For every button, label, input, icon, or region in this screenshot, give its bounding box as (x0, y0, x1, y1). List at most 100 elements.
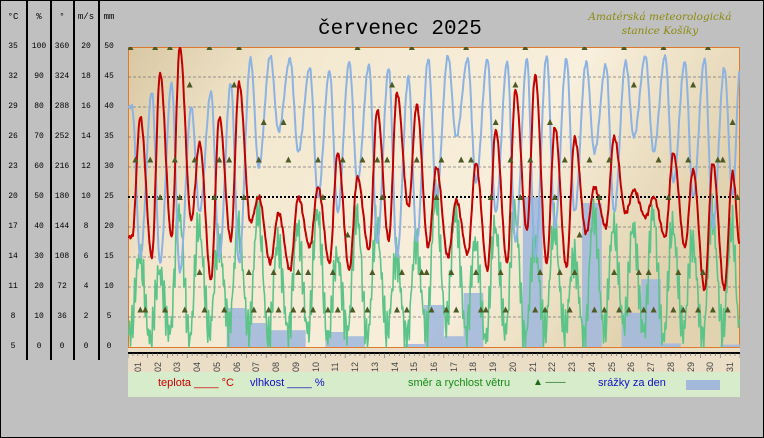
precipitation-bar (720, 344, 740, 347)
axis-tick-label: 23 (8, 162, 18, 171)
wind-direction-marker (596, 194, 603, 200)
wind-direction-marker (665, 194, 672, 200)
wind-direction-marker (334, 306, 341, 313)
axis-tick-label: 0 (106, 342, 112, 351)
wind-direction-marker (695, 306, 702, 313)
axis-tick-label: 10 (81, 192, 91, 201)
wind-direction-marker (704, 47, 711, 50)
wind-direction-marker (359, 156, 366, 163)
wind-direction-marker (255, 156, 262, 163)
wind-direction-marker (621, 47, 628, 50)
axis-unit: m/s (77, 12, 95, 22)
wind-direction-marker (176, 194, 183, 200)
wind-direction-marker (556, 269, 563, 275)
axis-tick-label: 20 (81, 42, 91, 51)
wind-direction-marker (729, 119, 736, 125)
axis-tick-label: 0 (59, 342, 65, 351)
axis-tick-label: 252 (54, 132, 70, 141)
wind-direction-marker (443, 306, 450, 313)
axis-tick-label: 80 (34, 102, 44, 111)
wind-direction-marker (300, 306, 307, 313)
plot-area (128, 47, 740, 348)
wind-direction-marker (645, 269, 652, 275)
wind-direction-marker (157, 194, 164, 200)
wind-direction-marker (142, 306, 149, 313)
wind-direction-marker (128, 47, 134, 50)
axis-tick-label: 4 (83, 282, 89, 291)
wind-direction-marker (275, 306, 282, 313)
wind-direction-marker (611, 269, 618, 275)
wind-direction-marker (542, 306, 549, 313)
wind-direction-marker (201, 306, 208, 313)
legend-temperature: teplota ____ °C (158, 377, 234, 389)
wind-direction-marker (196, 269, 203, 275)
wind-direction-marker (714, 156, 721, 163)
axis-tick-label: 20 (8, 192, 18, 201)
wind-direction-marker (285, 156, 292, 163)
legend-wind-symbol: ▲ —— (533, 377, 566, 388)
station-line-2: stanice Košíky (621, 25, 699, 37)
wind-direction-marker (206, 47, 213, 50)
precipitation-bar (641, 279, 662, 347)
wind-direction-marker (413, 156, 420, 163)
axis-tick-label: 10 (34, 312, 44, 321)
wind-direction-marker (660, 47, 667, 50)
wind-direction-marker (329, 269, 336, 275)
wind-direction-marker (680, 306, 687, 313)
temperature-line (128, 47, 740, 292)
wind-direction-marker (181, 306, 188, 313)
wind-direction-marker (591, 306, 598, 313)
wind-direction-marker (453, 306, 460, 313)
wind-direction-marker (305, 269, 312, 275)
axis-tick-label: 16 (81, 102, 91, 111)
precipitation-bar (621, 312, 642, 347)
wind-direction-marker (724, 306, 731, 313)
axis-tick-label: 17 (8, 222, 18, 231)
legend-precipitation: srážky za den (598, 377, 666, 389)
humidity-line (128, 54, 740, 274)
wind-direction-marker (719, 156, 726, 163)
axis-tick-label: 2 (83, 312, 89, 321)
axis-tick-label: 5 (10, 342, 16, 351)
wind-direction-marker (221, 306, 228, 313)
axis-unit: °C (7, 12, 19, 22)
wind-direction-marker (438, 156, 445, 163)
wind-direction-marker (245, 269, 252, 275)
wind-direction-marker (374, 156, 381, 163)
wind-direction-marker (280, 119, 287, 125)
wind-direction-marker (324, 306, 331, 313)
wind-direction-marker (270, 269, 277, 275)
axis-tick-label: 32 (8, 72, 18, 81)
wind-direction-marker (675, 269, 682, 275)
wind-direction-marker (477, 306, 484, 313)
axis-tick-label: 0 (83, 342, 89, 351)
axis-tick-label: 40 (104, 102, 114, 111)
wind-direction-marker (364, 306, 371, 313)
wind-direction-marker (260, 119, 267, 125)
axis-tick-label: 72 (57, 282, 67, 291)
chart-title: červenec 2025 (318, 18, 482, 41)
wind-direction-marker (537, 269, 544, 275)
axis-tick-label: 30 (104, 162, 114, 171)
axis-tick-label: 11 (8, 282, 18, 291)
legend-precipitation-swatch (686, 380, 720, 390)
axis-tick-label: 8 (10, 312, 16, 321)
precipitation-bar (404, 344, 425, 347)
wind-direction-marker (472, 269, 479, 275)
wind-direction-marker (522, 47, 529, 50)
wind-direction-marker (458, 156, 465, 163)
axis-column-4: mm 50 45 40 35 30 25 20 15 10 5 0 (99, 0, 119, 360)
wind-direction-marker (240, 194, 247, 200)
wind-direction-marker (606, 156, 613, 163)
axis-tick-label: 6 (83, 252, 89, 261)
wind-direction-marker (152, 47, 159, 50)
axis-tick-label: 45 (104, 72, 114, 81)
wind-direction-marker (517, 194, 524, 200)
wind-direction-marker (502, 306, 509, 313)
wind-direction-marker (216, 156, 223, 163)
wind-direction-marker (310, 306, 317, 313)
wind-direction-marker (655, 156, 662, 163)
wind-direction-marker (699, 269, 706, 275)
axis-tick-label: 15 (104, 252, 114, 261)
wind-direction-marker (640, 306, 647, 313)
